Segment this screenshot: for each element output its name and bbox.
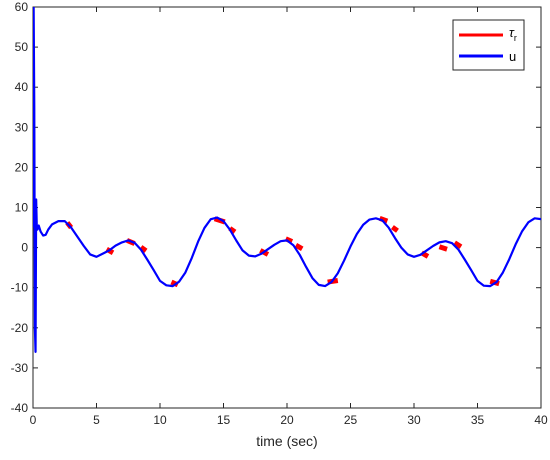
x-tick-label: 0 xyxy=(30,413,37,427)
y-tick-label: 0 xyxy=(21,241,28,255)
series-layer xyxy=(33,7,541,353)
x-tick-label: 40 xyxy=(534,413,548,427)
tau-r-segment xyxy=(438,244,448,252)
tau-r-segment xyxy=(294,243,304,251)
tau-r-segment xyxy=(139,245,148,253)
legend-label-tau-sub: r xyxy=(514,33,517,43)
x-tick-label: 15 xyxy=(217,413,231,427)
legend-box xyxy=(452,19,525,71)
legend: τr u xyxy=(452,19,525,71)
x-axis-title: time (sec) xyxy=(256,433,317,449)
legend-label-tau: τr xyxy=(509,25,517,43)
u-series-line xyxy=(33,7,541,353)
y-tick-label: -10 xyxy=(11,281,29,295)
y-tick-label: 40 xyxy=(15,80,29,94)
tau-r-segment xyxy=(284,236,294,244)
x-tick-label: 20 xyxy=(280,413,294,427)
legend-label-u: u xyxy=(509,49,516,64)
y-tick-label: 30 xyxy=(15,120,29,134)
plot-area xyxy=(32,6,542,409)
y-tick-label: 10 xyxy=(15,201,29,215)
y-tick-label: -30 xyxy=(11,361,29,375)
x-tick-label: 5 xyxy=(93,413,100,427)
tau-r-segment xyxy=(453,240,463,249)
tau-r-segment xyxy=(390,225,399,233)
y-tick-label: 60 xyxy=(15,0,29,14)
x-tick-label: 10 xyxy=(153,413,167,427)
y-tick-labels: -40 -30 -20 -10 0 10 20 30 40 50 60 xyxy=(11,0,29,415)
legend-label-tau-main: τ xyxy=(509,25,515,40)
axes xyxy=(32,6,542,409)
tick-marks xyxy=(32,6,542,409)
x-tick-labels: 0 5 10 15 20 25 30 35 40 xyxy=(30,413,548,427)
x-tick-label: 30 xyxy=(407,413,421,427)
x-tick-label: 25 xyxy=(344,413,358,427)
y-tick-label: 50 xyxy=(15,40,29,54)
y-tick-label: -20 xyxy=(11,321,29,335)
y-tick-label: -40 xyxy=(11,401,29,415)
y-tick-label: 20 xyxy=(15,160,29,174)
x-tick-label: 35 xyxy=(471,413,485,427)
